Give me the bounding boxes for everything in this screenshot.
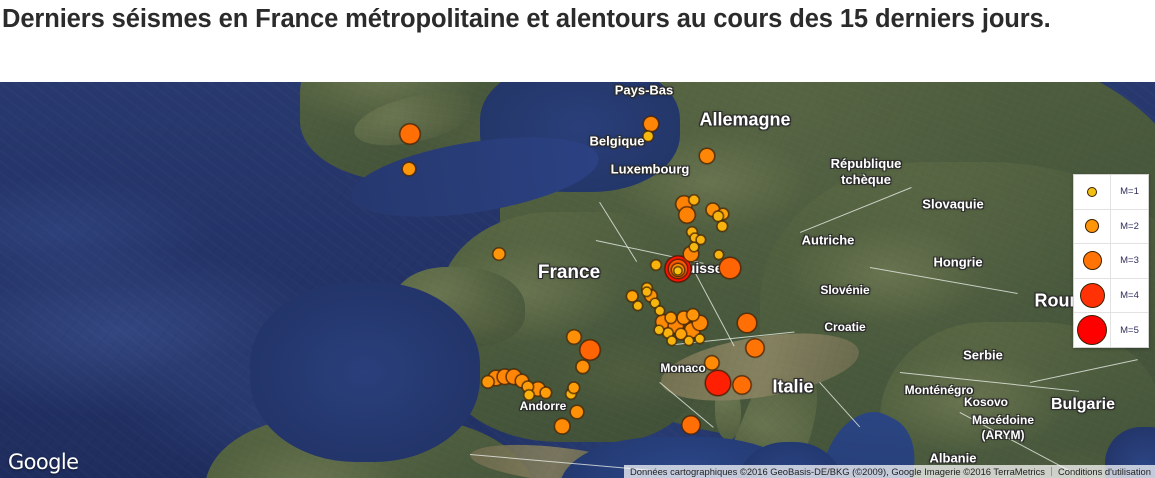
attribution-separator [1051,467,1052,476]
legend-magnitude-dot [1085,219,1099,234]
earthquake-marker[interactable] [683,335,695,347]
legend-row-M5: M=5 [1074,313,1148,347]
attribution-data-text: Données cartographiques ©2016 GeoBasis-D… [629,466,1045,477]
legend-swatch-cell [1074,244,1111,278]
legend-label: M=2 [1120,220,1139,232]
earthquake-marker[interactable] [673,266,683,276]
earthquake-marker[interactable] [694,333,706,345]
earthquake-marker[interactable] [678,206,696,224]
earthquake-marker[interactable] [688,194,700,206]
earthquake-marker[interactable] [641,286,653,298]
terms-of-use-link[interactable]: Conditions d'utilisation [1058,466,1151,477]
legend-magnitude-dot [1087,186,1097,197]
earthquake-marker[interactable] [554,418,570,434]
legend-label: M=4 [1120,290,1139,302]
legend-row-M2: M=2 [1074,209,1148,245]
earthquake-marker[interactable] [566,329,582,345]
earthquake-marker[interactable] [650,259,662,271]
legend-row-M1: M=1 [1074,175,1148,210]
earthquake-marker[interactable] [689,242,699,252]
legend-swatch-cell [1074,278,1111,313]
earthquake-marker[interactable] [523,389,535,401]
earthquake-marker[interactable] [402,162,416,176]
earthquake-marker[interactable] [539,386,553,400]
earthquake-marker[interactable] [664,311,678,325]
legend-label: M=3 [1120,255,1139,267]
earthquake-marker[interactable] [579,339,601,361]
earthquake-marker[interactable] [654,305,666,317]
earthquake-marker[interactable] [695,234,707,246]
earthquake-marker[interactable] [732,375,752,395]
legend-label: M=1 [1120,186,1139,198]
earthquake-marker[interactable] [686,308,700,322]
map-canvas[interactable]: Pays-Bas Allemagne Belgique Luxembourg Répub… [0,82,1155,478]
earthquake-marker[interactable] [654,325,664,335]
earthquake-marker[interactable] [399,123,421,145]
earthquake-marker[interactable] [492,247,506,261]
earthquake-marker[interactable] [712,210,724,222]
legend-swatch-cell [1074,175,1111,209]
earthquake-marker[interactable] [632,300,644,312]
legend-row-M3: M=3 [1074,244,1148,279]
map-attribution-bar: Données cartographiques ©2016 GeoBasis-D… [623,465,1155,478]
legend-magnitude-dot [1079,283,1105,309]
earthquake-marker[interactable] [704,355,720,371]
legend-label: M=5 [1120,324,1139,336]
earthquake-marker[interactable] [705,370,731,396]
earthquake-marker[interactable] [567,381,581,395]
earthquake-marker[interactable] [716,220,728,232]
magnitude-legend: M=1 M=2 M=3 M=4 M=5 [1073,174,1149,348]
earthquake-marker[interactable] [575,359,591,375]
water-biscay [250,282,480,462]
earthquake-marker[interactable] [481,375,495,389]
earthquake-marker[interactable] [713,249,725,261]
land-balkans [880,322,1155,478]
earthquake-marker[interactable] [737,313,757,333]
earthquake-marker[interactable] [642,130,654,142]
legend-magnitude-dot [1082,251,1102,271]
page-title-line1: Derniers séismes en France métropolitain… [2,5,869,33]
legend-swatch-cell [1074,209,1111,244]
earthquake-marker[interactable] [643,116,659,132]
earthquake-marker[interactable] [745,338,765,358]
page-title: Derniers séismes en France métropolitain… [0,0,1110,82]
google-logo: Google [8,450,79,474]
legend-magnitude-dot [1077,315,1107,346]
earthquake-marker[interactable] [666,335,678,347]
legend-row-M4: M=4 [1074,278,1148,314]
legend-swatch-cell [1074,313,1111,347]
earthquake-marker[interactable] [681,415,701,435]
earthquake-marker[interactable] [626,290,638,302]
earthquake-marker[interactable] [570,405,584,419]
earthquake-marker[interactable] [699,148,715,164]
earthquake-marker[interactable] [719,257,741,279]
page-title-line2: derniers jours. [875,5,1051,33]
map-viewport[interactable]: Pays-Bas Allemagne Belgique Luxembourg Répub… [0,82,1155,478]
